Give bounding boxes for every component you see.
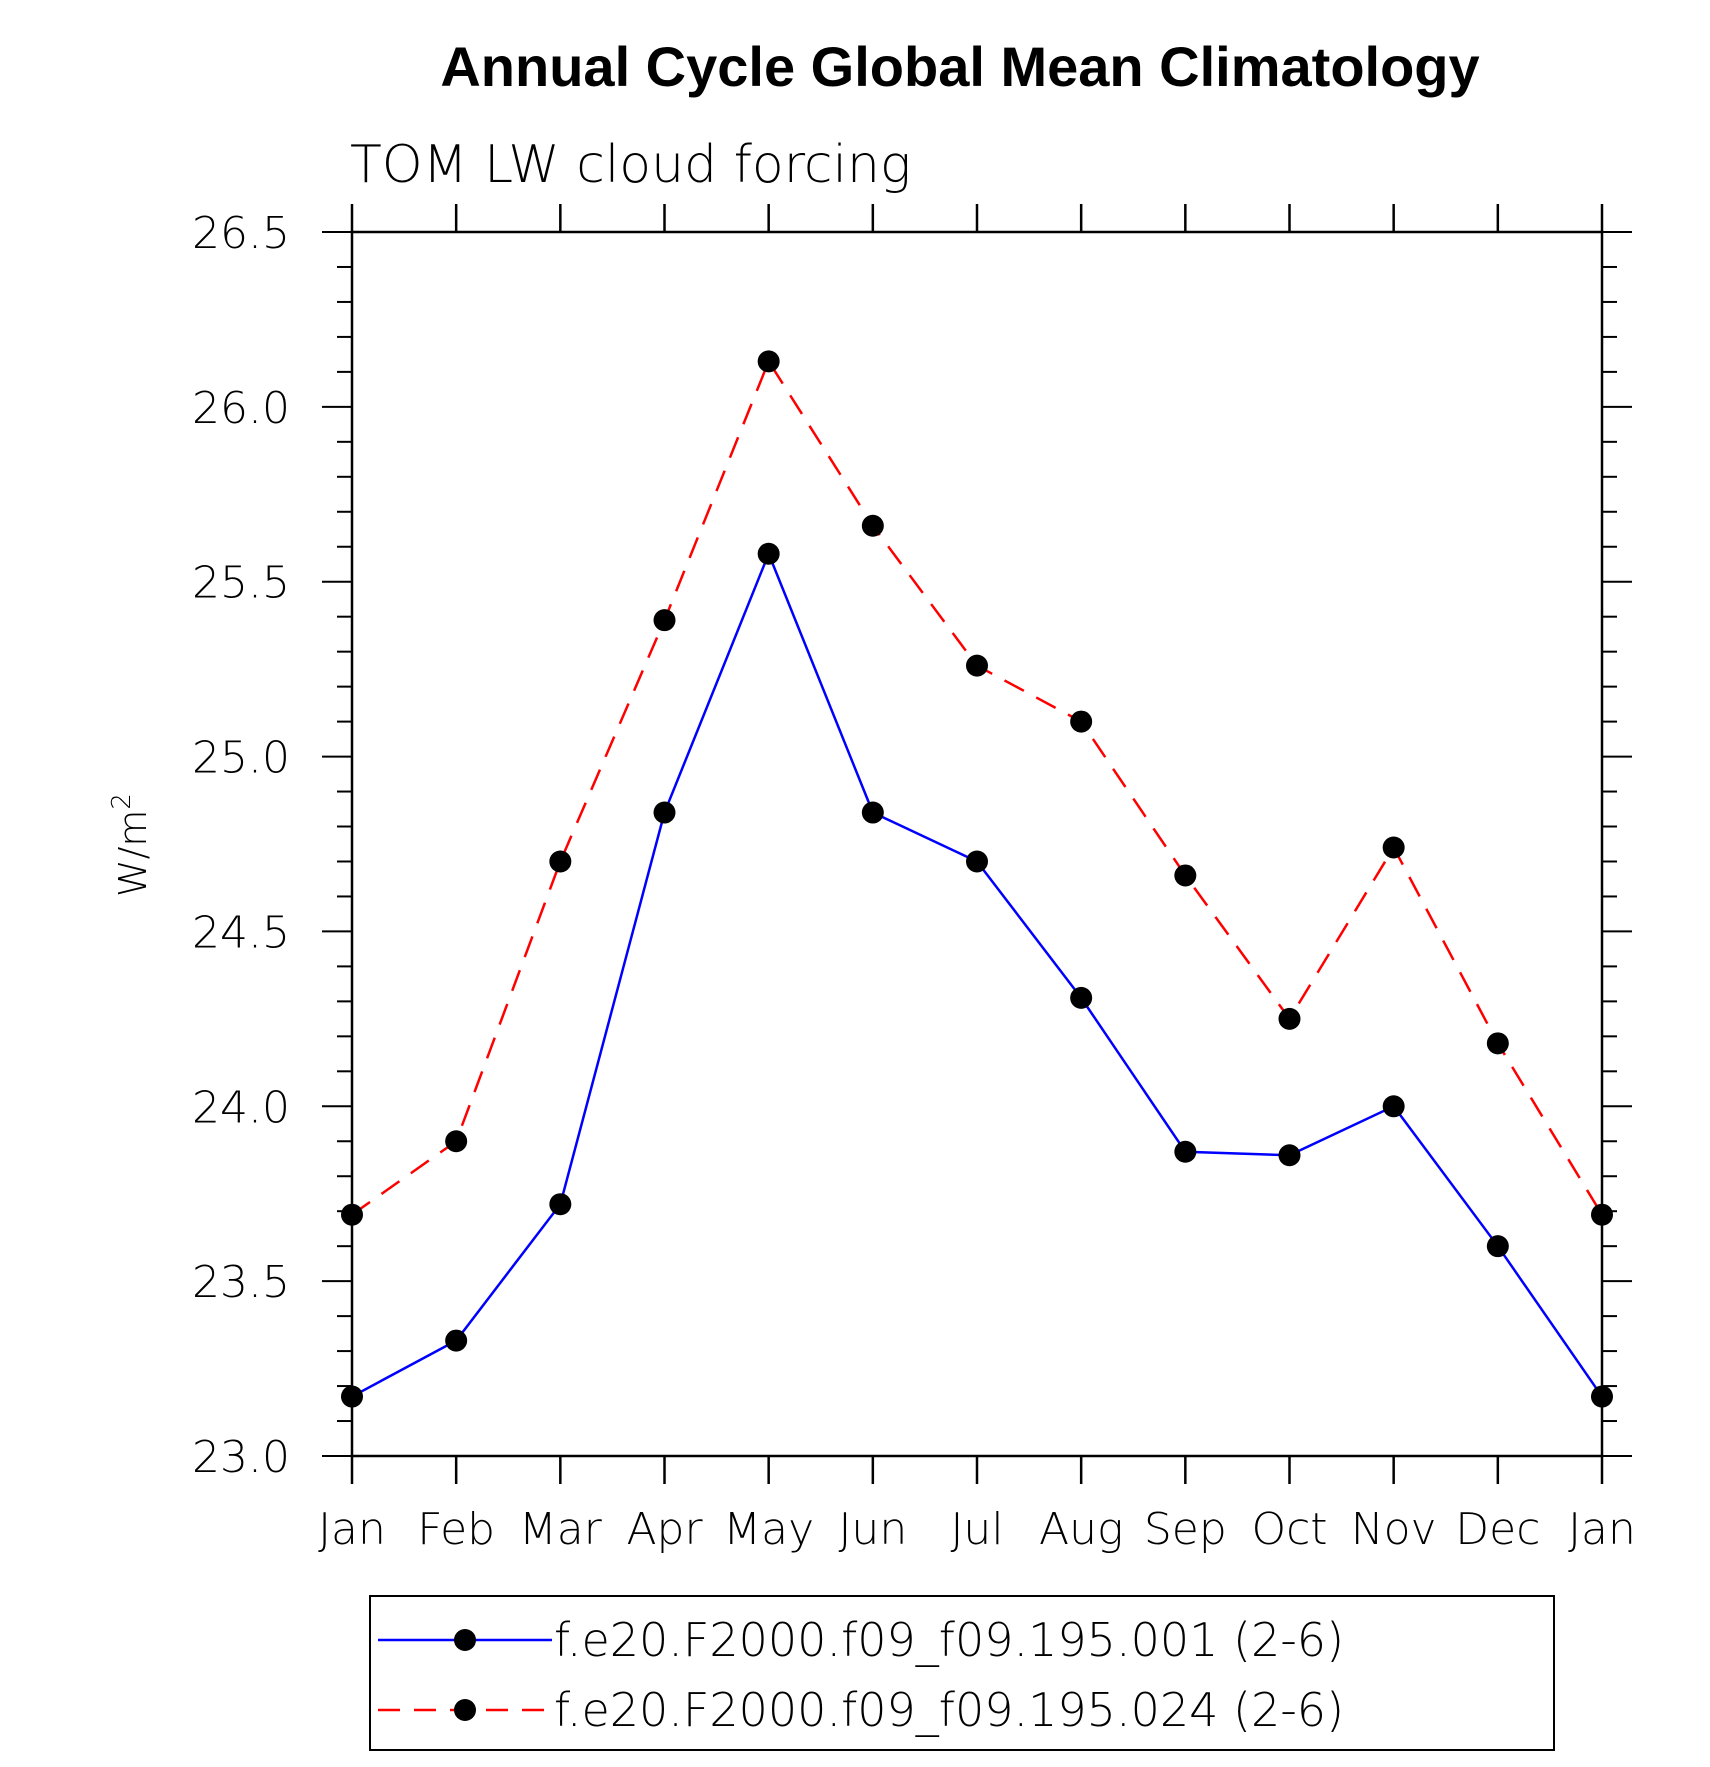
x-tick-label: Apr bbox=[626, 1504, 703, 1555]
legend-label: f.e20.F2000.f09_f09.195.001 (2-6) bbox=[554, 1613, 1344, 1667]
x-tick-label: May bbox=[723, 1504, 814, 1555]
series-1 bbox=[341, 542, 1613, 1408]
data-point bbox=[757, 350, 780, 373]
y-tick-label: 26.5 bbox=[192, 208, 290, 259]
data-point bbox=[1070, 710, 1093, 733]
data-point bbox=[861, 514, 884, 537]
series-line bbox=[351, 550, 1604, 1398]
data-point bbox=[445, 1130, 468, 1153]
chart-subtitle: TOM LW cloud forcing bbox=[350, 135, 911, 195]
y-tick-label: 24.5 bbox=[192, 907, 290, 958]
data-point bbox=[445, 1329, 468, 1352]
data-point bbox=[549, 850, 572, 873]
series-layer bbox=[341, 350, 1613, 1408]
x-tick-label: Dec bbox=[1455, 1504, 1540, 1555]
y-axis-label-superscript: 2 bbox=[107, 793, 137, 810]
x-tick-label: Sep bbox=[1144, 1504, 1227, 1555]
x-tick-label: Nov bbox=[1351, 1504, 1437, 1555]
x-tick-label: Jan bbox=[318, 1504, 386, 1555]
x-tick-label: Jan bbox=[1568, 1504, 1636, 1555]
y-tick-label: 23.0 bbox=[192, 1432, 290, 1483]
data-point bbox=[341, 1385, 363, 1408]
data-point bbox=[1382, 836, 1405, 859]
data-point bbox=[1174, 1140, 1197, 1163]
legend-box bbox=[369, 1595, 1555, 1751]
data-point bbox=[341, 1203, 363, 1226]
data-point bbox=[1382, 1095, 1405, 1118]
y-axis-label-base: W/m bbox=[111, 810, 155, 897]
legend-marker bbox=[454, 1629, 476, 1651]
data-point bbox=[1591, 1203, 1613, 1226]
data-point bbox=[653, 609, 676, 632]
data-point bbox=[549, 1193, 572, 1216]
data-point bbox=[861, 801, 884, 824]
data-point bbox=[1278, 1144, 1301, 1167]
data-point bbox=[1486, 1235, 1509, 1258]
series-line bbox=[351, 358, 1604, 1216]
y-tick-label: 24.0 bbox=[192, 1082, 290, 1133]
plot-frame bbox=[350, 230, 1604, 1458]
chart-title: Annual Cycle Global Mean Climatology bbox=[440, 35, 1479, 98]
series-2 bbox=[341, 350, 1613, 1226]
y-axis-label: W/m2 bbox=[107, 793, 155, 897]
data-point bbox=[757, 542, 780, 565]
legend: f.e20.F2000.f09_f09.195.001 (2-6) f.e20.F… bbox=[369, 1595, 1555, 1751]
axes: Jan Feb Mar Apr May Jun Jul Aug Sep Oct Nov Dec Jan 2… bbox=[107, 204, 1636, 1555]
x-tick-label: Oct bbox=[1251, 1504, 1327, 1555]
x-tick-label: Jun bbox=[838, 1504, 907, 1555]
y-tick-label: 26.0 bbox=[192, 383, 290, 434]
x-tick-label: Mar bbox=[519, 1504, 603, 1555]
legend-marker bbox=[454, 1699, 476, 1721]
data-point bbox=[653, 801, 676, 824]
y-tick-label: 25.5 bbox=[192, 558, 290, 609]
x-tick-label: Jul bbox=[950, 1504, 1003, 1555]
y-tick-label: 25.0 bbox=[192, 733, 290, 784]
data-point bbox=[1174, 864, 1197, 887]
data-point bbox=[1278, 1007, 1301, 1030]
x-tick-label: Aug bbox=[1039, 1504, 1123, 1555]
data-point bbox=[1070, 986, 1093, 1009]
data-point bbox=[1486, 1032, 1509, 1055]
legend-label: f.e20.F2000.f09_f09.195.024 (2-6) bbox=[554, 1683, 1344, 1737]
data-point bbox=[966, 850, 988, 873]
y-tick-label: 23.5 bbox=[192, 1257, 290, 1308]
data-point bbox=[966, 654, 988, 677]
data-point bbox=[1591, 1385, 1613, 1408]
x-tick-label: Feb bbox=[417, 1504, 495, 1555]
